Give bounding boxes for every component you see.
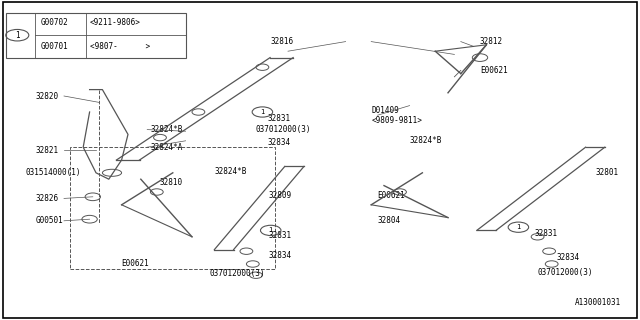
Text: 32821: 32821 — [35, 146, 58, 155]
Text: 1: 1 — [260, 109, 264, 115]
Text: G00701: G00701 — [40, 42, 68, 51]
Text: 32804: 32804 — [378, 216, 401, 225]
Text: A130001031: A130001031 — [575, 298, 621, 307]
Text: 037012000(3): 037012000(3) — [538, 268, 593, 276]
Text: 32810: 32810 — [160, 178, 183, 187]
Text: G00702: G00702 — [40, 18, 68, 27]
Text: 32824*A: 32824*A — [150, 143, 183, 152]
Text: 32824*B: 32824*B — [150, 125, 183, 134]
Text: 32809: 32809 — [269, 191, 292, 200]
Text: 32824*B: 32824*B — [214, 167, 247, 176]
Text: E00621: E00621 — [122, 260, 149, 268]
Text: 32820: 32820 — [35, 92, 58, 100]
Text: 1: 1 — [269, 228, 273, 233]
Text: 32816: 32816 — [270, 37, 293, 46]
Text: E00621: E00621 — [378, 191, 405, 200]
Text: 1: 1 — [15, 31, 20, 40]
Text: E00621: E00621 — [480, 66, 508, 75]
Text: 32801: 32801 — [595, 168, 618, 177]
Text: 32812: 32812 — [480, 37, 503, 46]
Text: 32834: 32834 — [557, 253, 580, 262]
Text: 32831: 32831 — [268, 114, 291, 123]
Text: 32834: 32834 — [268, 138, 291, 147]
Text: G00501: G00501 — [35, 216, 63, 225]
Text: 32824*B: 32824*B — [410, 136, 442, 145]
Text: D01409
<9809-9811>: D01409 <9809-9811> — [371, 106, 422, 125]
Text: 037012000(3): 037012000(3) — [256, 125, 312, 134]
Text: 32826: 32826 — [35, 194, 58, 203]
Text: <9807-      >: <9807- > — [90, 42, 150, 51]
Text: 037012000(3): 037012000(3) — [209, 269, 264, 278]
Text: 32831: 32831 — [534, 229, 557, 238]
Text: <9211-9806>: <9211-9806> — [90, 18, 140, 27]
Text: 32834: 32834 — [269, 252, 292, 260]
Text: 1: 1 — [516, 224, 520, 230]
Text: 32831: 32831 — [269, 231, 292, 240]
Text: 031514000(1): 031514000(1) — [26, 168, 81, 177]
